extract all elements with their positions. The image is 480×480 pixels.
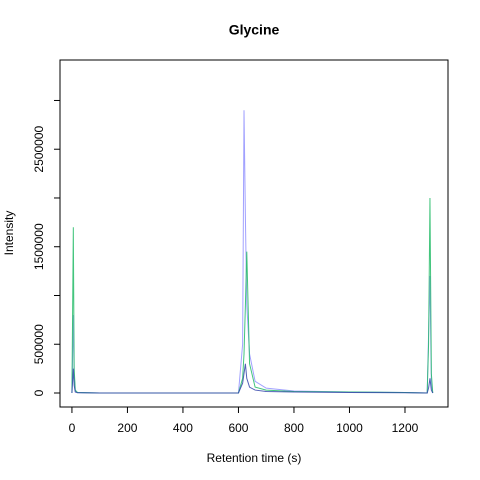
- plot-frame: [59, 59, 449, 408]
- series-line: [71, 363, 434, 394]
- x-tick-label: 400: [173, 421, 193, 435]
- y-tick-label: 0: [32, 389, 46, 396]
- x-axis-label: Retention time (s): [207, 451, 302, 465]
- x-tick-label: 600: [228, 421, 248, 435]
- series-line: [71, 110, 434, 394]
- x-tick-label: 1200: [392, 421, 419, 435]
- y-tick-label: 500000: [32, 324, 46, 364]
- x-tick-label: 0: [69, 421, 76, 435]
- x-tick-label: 1000: [336, 421, 363, 435]
- series-line: [71, 197, 434, 394]
- x-tick-label: 200: [117, 421, 137, 435]
- y-axis-label: Intensity: [2, 211, 16, 256]
- y-tick-label: 1500000: [32, 223, 46, 270]
- x-tick-label: 800: [284, 421, 304, 435]
- y-tick-label: 2500000: [32, 126, 46, 173]
- chart-title: Glycine: [229, 22, 280, 38]
